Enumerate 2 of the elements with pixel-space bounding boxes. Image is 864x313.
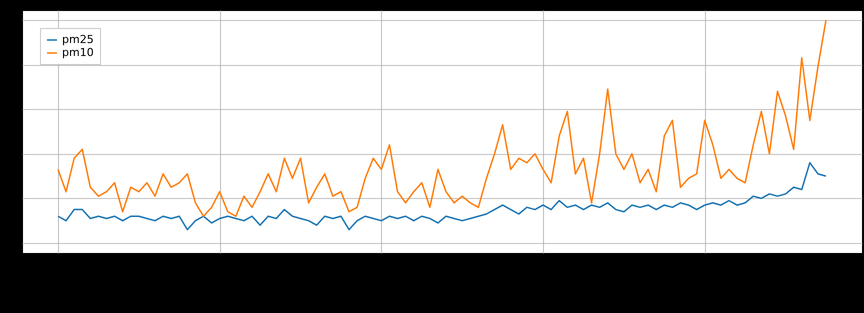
legend-label: pm25 bbox=[62, 33, 94, 46]
legend-label: pm10 bbox=[62, 46, 94, 59]
